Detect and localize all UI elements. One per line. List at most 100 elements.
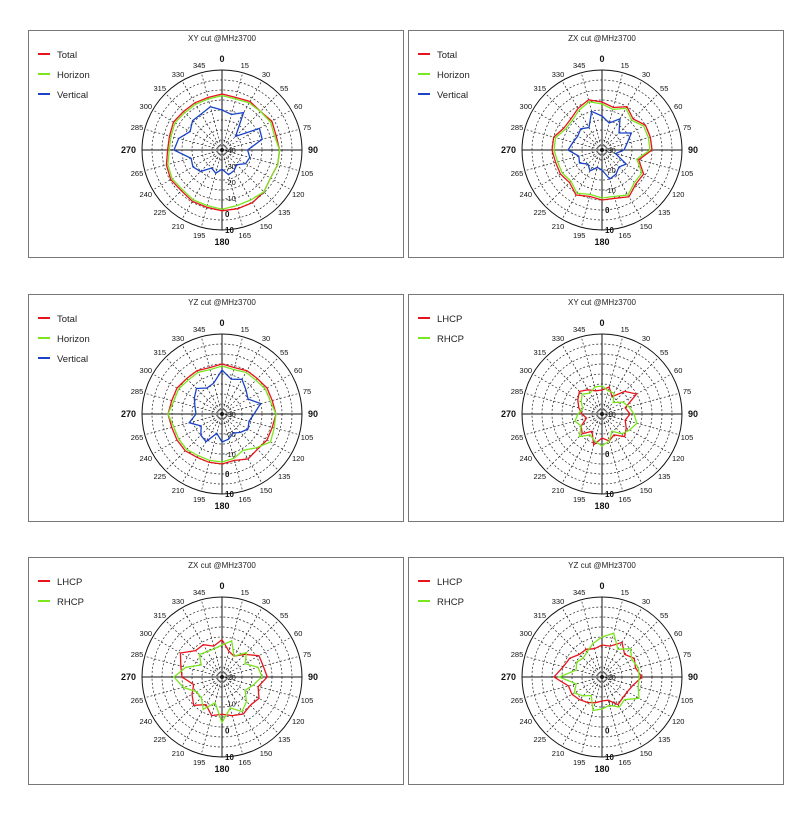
chart-title: YZ cut @MHz3700	[568, 561, 636, 570]
angle-tick-label: 55	[280, 348, 288, 357]
grid-spoke	[221, 93, 279, 151]
angle-tick-label: 345	[573, 325, 586, 334]
series-line-rhcp	[173, 639, 263, 724]
legend-label: Vertical	[437, 90, 468, 101]
grid-spoke	[165, 620, 223, 678]
radial-tick-label: 10	[225, 490, 234, 499]
series-line-vertical	[567, 110, 633, 180]
grid-spoke	[221, 620, 279, 678]
angle-tick-label: 330	[172, 70, 185, 79]
angle-tick-label: 60	[294, 102, 302, 111]
angle-tick-label: 90	[308, 145, 318, 155]
grid-spoke	[601, 149, 643, 220]
grid-spoke	[601, 344, 643, 415]
angle-tick-label: 105	[301, 696, 314, 705]
angle-tick-label: 30	[642, 70, 650, 79]
radial-tick-label: -30	[605, 146, 616, 155]
angle-tick-label: 285	[511, 387, 524, 396]
angle-tick-label: 345	[193, 325, 206, 334]
legend-label: Horizon	[57, 70, 90, 81]
radial-tick-label: -10	[605, 410, 616, 419]
angle-tick-label: 345	[193, 61, 206, 70]
angle-tick-label: 120	[672, 717, 685, 726]
angle-tick-label: 240	[520, 717, 533, 726]
angle-tick-label: 300	[140, 629, 153, 638]
angle-tick-label: 135	[278, 208, 291, 217]
series-line-total	[551, 99, 653, 201]
radial-tick-label: 0	[605, 726, 610, 735]
angle-tick-label: 105	[681, 696, 694, 705]
chart-title: ZX cut @MHz3700	[188, 561, 256, 570]
chart-title: XY cut @MHz3700	[188, 34, 257, 43]
angle-tick-label: 75	[303, 123, 311, 132]
angle-tick-label: 210	[552, 222, 565, 231]
grid-spoke	[561, 413, 603, 484]
angle-tick-label: 195	[193, 758, 206, 767]
angle-tick-label: 300	[140, 102, 153, 111]
legend-label: Horizon	[437, 70, 470, 81]
angle-tick-label: 240	[140, 454, 153, 463]
angle-tick-label: 55	[660, 348, 668, 357]
radial-tick-label: 0	[225, 726, 230, 735]
angle-tick-label: 315	[534, 84, 547, 93]
grid-spoke	[601, 413, 624, 492]
angle-tick-label: 225	[534, 208, 547, 217]
grid-spoke	[601, 413, 680, 436]
angle-tick-label: 55	[660, 84, 668, 93]
legend-label: Horizon	[57, 334, 90, 345]
grid-spoke	[601, 413, 659, 471]
angle-tick-label: 165	[619, 495, 632, 504]
grid-spoke	[181, 149, 223, 220]
angle-tick-label: 225	[534, 472, 547, 481]
angle-tick-label: 150	[640, 222, 653, 231]
angle-tick-label: 90	[308, 672, 318, 682]
chart-title: XY cut @MHz3700	[568, 298, 637, 307]
legend-label: RHCP	[437, 334, 464, 345]
angle-tick-label: 30	[262, 597, 270, 606]
polar-chart-xy-cut-components: XY cut @MHz3700 0 15 30 55 60 75 90 105 120 135 150…	[28, 30, 404, 258]
grid-spoke	[601, 413, 643, 484]
grid-spoke	[181, 80, 223, 151]
angle-tick-label: 120	[292, 717, 305, 726]
angle-tick-label: 60	[674, 629, 682, 638]
angle-tick-label: 330	[172, 334, 185, 343]
angle-tick-label: 120	[292, 190, 305, 199]
radial-tick-label: -20	[605, 166, 616, 175]
radial-tick-label: 0	[225, 470, 230, 479]
angle-tick-label: 90	[308, 409, 318, 419]
grid-spoke	[165, 413, 223, 471]
angle-tick-label: 330	[552, 597, 565, 606]
angle-tick-label: 150	[640, 749, 653, 758]
grid-spoke	[601, 80, 643, 151]
angle-tick-label: 0	[599, 318, 604, 328]
radial-tick-label: -10	[225, 450, 236, 459]
angle-tick-label: 135	[278, 735, 291, 744]
polar-chart-yz-cut-components: YZ cut @MHz3700 0 15 30 55 60 75 90 105 120 135 150…	[28, 294, 404, 522]
angle-tick-label: 30	[262, 70, 270, 79]
angle-tick-label: 300	[520, 629, 533, 638]
grid-spoke	[601, 676, 624, 755]
angle-tick-label: 265	[131, 433, 144, 442]
angle-tick-label: 210	[172, 486, 185, 495]
radial-tick-label: -20	[225, 178, 236, 187]
angle-tick-label: 165	[619, 758, 632, 767]
angle-tick-label: 0	[599, 54, 604, 64]
angle-tick-label: 55	[280, 611, 288, 620]
radial-tick-label: 10	[605, 490, 614, 499]
angle-tick-label: 15	[241, 588, 249, 597]
angle-tick-label: 150	[260, 222, 273, 231]
grid-spoke	[221, 655, 300, 678]
series-line-total	[167, 363, 277, 465]
angle-tick-label: 75	[683, 387, 691, 396]
angle-tick-label: 135	[658, 208, 671, 217]
radial-tick-label: -10	[225, 194, 236, 203]
grid-spoke	[524, 676, 603, 699]
grid-spoke	[221, 149, 292, 191]
angle-tick-label: 285	[511, 123, 524, 132]
grid-spoke	[545, 620, 603, 678]
angle-tick-label: 265	[511, 433, 524, 442]
radial-tick-label: -40	[225, 146, 236, 155]
angle-tick-label: 265	[131, 169, 144, 178]
